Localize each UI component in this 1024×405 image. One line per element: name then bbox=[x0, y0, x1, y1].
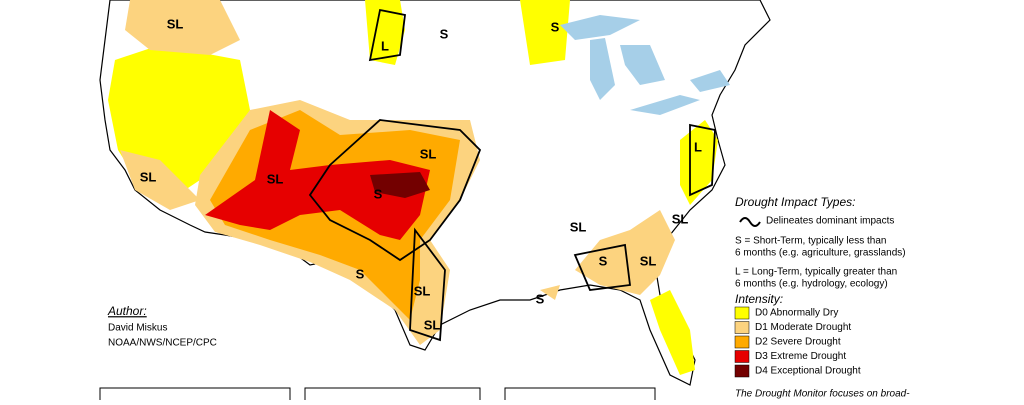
map-label: SL bbox=[420, 146, 437, 161]
footer-note: The Drought Monitor focuses on broad- bbox=[735, 389, 910, 400]
map-label: SL bbox=[424, 317, 441, 332]
legend-text: S = Short-Term, typically less than bbox=[735, 236, 886, 247]
legend-swatch bbox=[734, 350, 750, 363]
great-lakes bbox=[560, 15, 730, 115]
legend-text: 6 months (e.g. hydrology, ecology) bbox=[735, 279, 888, 290]
map-label: S bbox=[536, 291, 545, 306]
legend-swatch bbox=[734, 321, 750, 334]
legend-swatch bbox=[734, 335, 750, 349]
map-label: S bbox=[356, 266, 365, 281]
map-labels: SL L S S SL SL SL S L SL SL S SL S SL SL… bbox=[140, 16, 702, 332]
map-label: SL bbox=[414, 283, 431, 298]
map-label: SL bbox=[640, 253, 657, 268]
legend-text: L = Long-Term, typically greater than bbox=[735, 267, 897, 278]
map-label: SL bbox=[267, 171, 284, 186]
author-org: NOAA/NWS/NCEP/CPC bbox=[108, 338, 217, 349]
legend-swatch bbox=[734, 306, 750, 320]
legend-label: D4 Exceptional Drought bbox=[755, 366, 861, 377]
map-label: S bbox=[599, 253, 608, 268]
legend-label: D3 Extreme Drought bbox=[755, 351, 846, 362]
bottom-boxes bbox=[99, 387, 656, 400]
map-label: SL bbox=[167, 16, 184, 31]
legend-text: Delineates dominant impacts bbox=[766, 216, 894, 227]
d4 bbox=[370, 172, 430, 198]
legend-title: Intensity: bbox=[735, 292, 783, 306]
d1-east bbox=[540, 210, 675, 300]
legend-swatch bbox=[734, 364, 750, 378]
d1-west bbox=[120, 0, 240, 210]
legend-label: D2 Severe Drought bbox=[755, 337, 841, 348]
legend-label: D0 Abnormally Dry bbox=[755, 308, 838, 319]
author-heading: Author: bbox=[107, 304, 147, 318]
map-label: S bbox=[440, 26, 449, 41]
map-label: S bbox=[374, 186, 383, 201]
map bbox=[99, 0, 771, 386]
legend: Drought Impact Types: Delineates dominan… bbox=[734, 195, 906, 378]
map-label: L bbox=[381, 38, 389, 53]
author-name: David Miskus bbox=[108, 323, 167, 334]
map-label: S bbox=[551, 19, 560, 34]
map-label: SL bbox=[570, 219, 587, 234]
impact-lines bbox=[308, 8, 716, 342]
d0-east bbox=[365, 0, 718, 375]
legend-label: D1 Moderate Drought bbox=[755, 322, 851, 333]
legend-text: 6 months (e.g. agriculture, grasslands) bbox=[735, 248, 906, 259]
d3 bbox=[205, 110, 430, 240]
legend-title: Drought Impact Types: bbox=[735, 195, 856, 209]
map-label: L bbox=[694, 139, 702, 154]
map-label: SL bbox=[672, 211, 689, 226]
impact-line-icon bbox=[739, 217, 761, 227]
map-label: SL bbox=[140, 169, 157, 184]
